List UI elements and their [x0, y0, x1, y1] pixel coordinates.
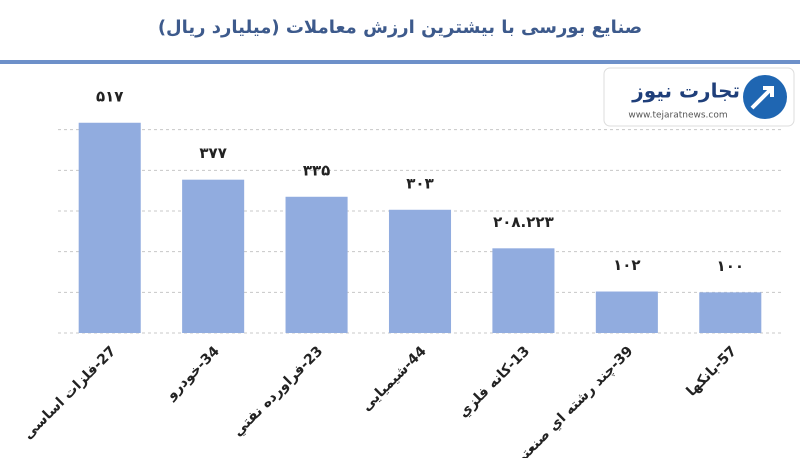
value-label: ۲۰۸.۲۲۳	[493, 213, 554, 231]
value-label: ۳۷۷	[199, 144, 226, 162]
bar	[182, 179, 245, 333]
logo-arrow	[750, 86, 774, 110]
header-rule	[0, 60, 800, 64]
bar	[78, 122, 141, 334]
value-label: ۳۳۵	[303, 161, 330, 179]
value-label: ۱۰۲	[613, 256, 640, 274]
value-label: ۱۰۰	[717, 257, 744, 275]
bar	[285, 196, 348, 333]
header	[0, 0, 800, 60]
bar	[492, 248, 555, 333]
value-label: ۵۱۷	[96, 87, 123, 105]
brand-name: تجارت نیوز	[631, 79, 740, 103]
bar	[699, 292, 762, 333]
brand-url: www.tejaratnews.com	[628, 111, 727, 121]
value-label: ۳۰۳	[406, 174, 433, 192]
brand-logo: تجارت نیوز www.tejaratnews.com	[603, 67, 795, 127]
bar	[388, 209, 452, 333]
chart-title: صنایع بورسی با بیشترین ارزش معاملات (میل…	[158, 17, 642, 38]
logo-box	[603, 67, 795, 127]
bar	[595, 291, 658, 333]
